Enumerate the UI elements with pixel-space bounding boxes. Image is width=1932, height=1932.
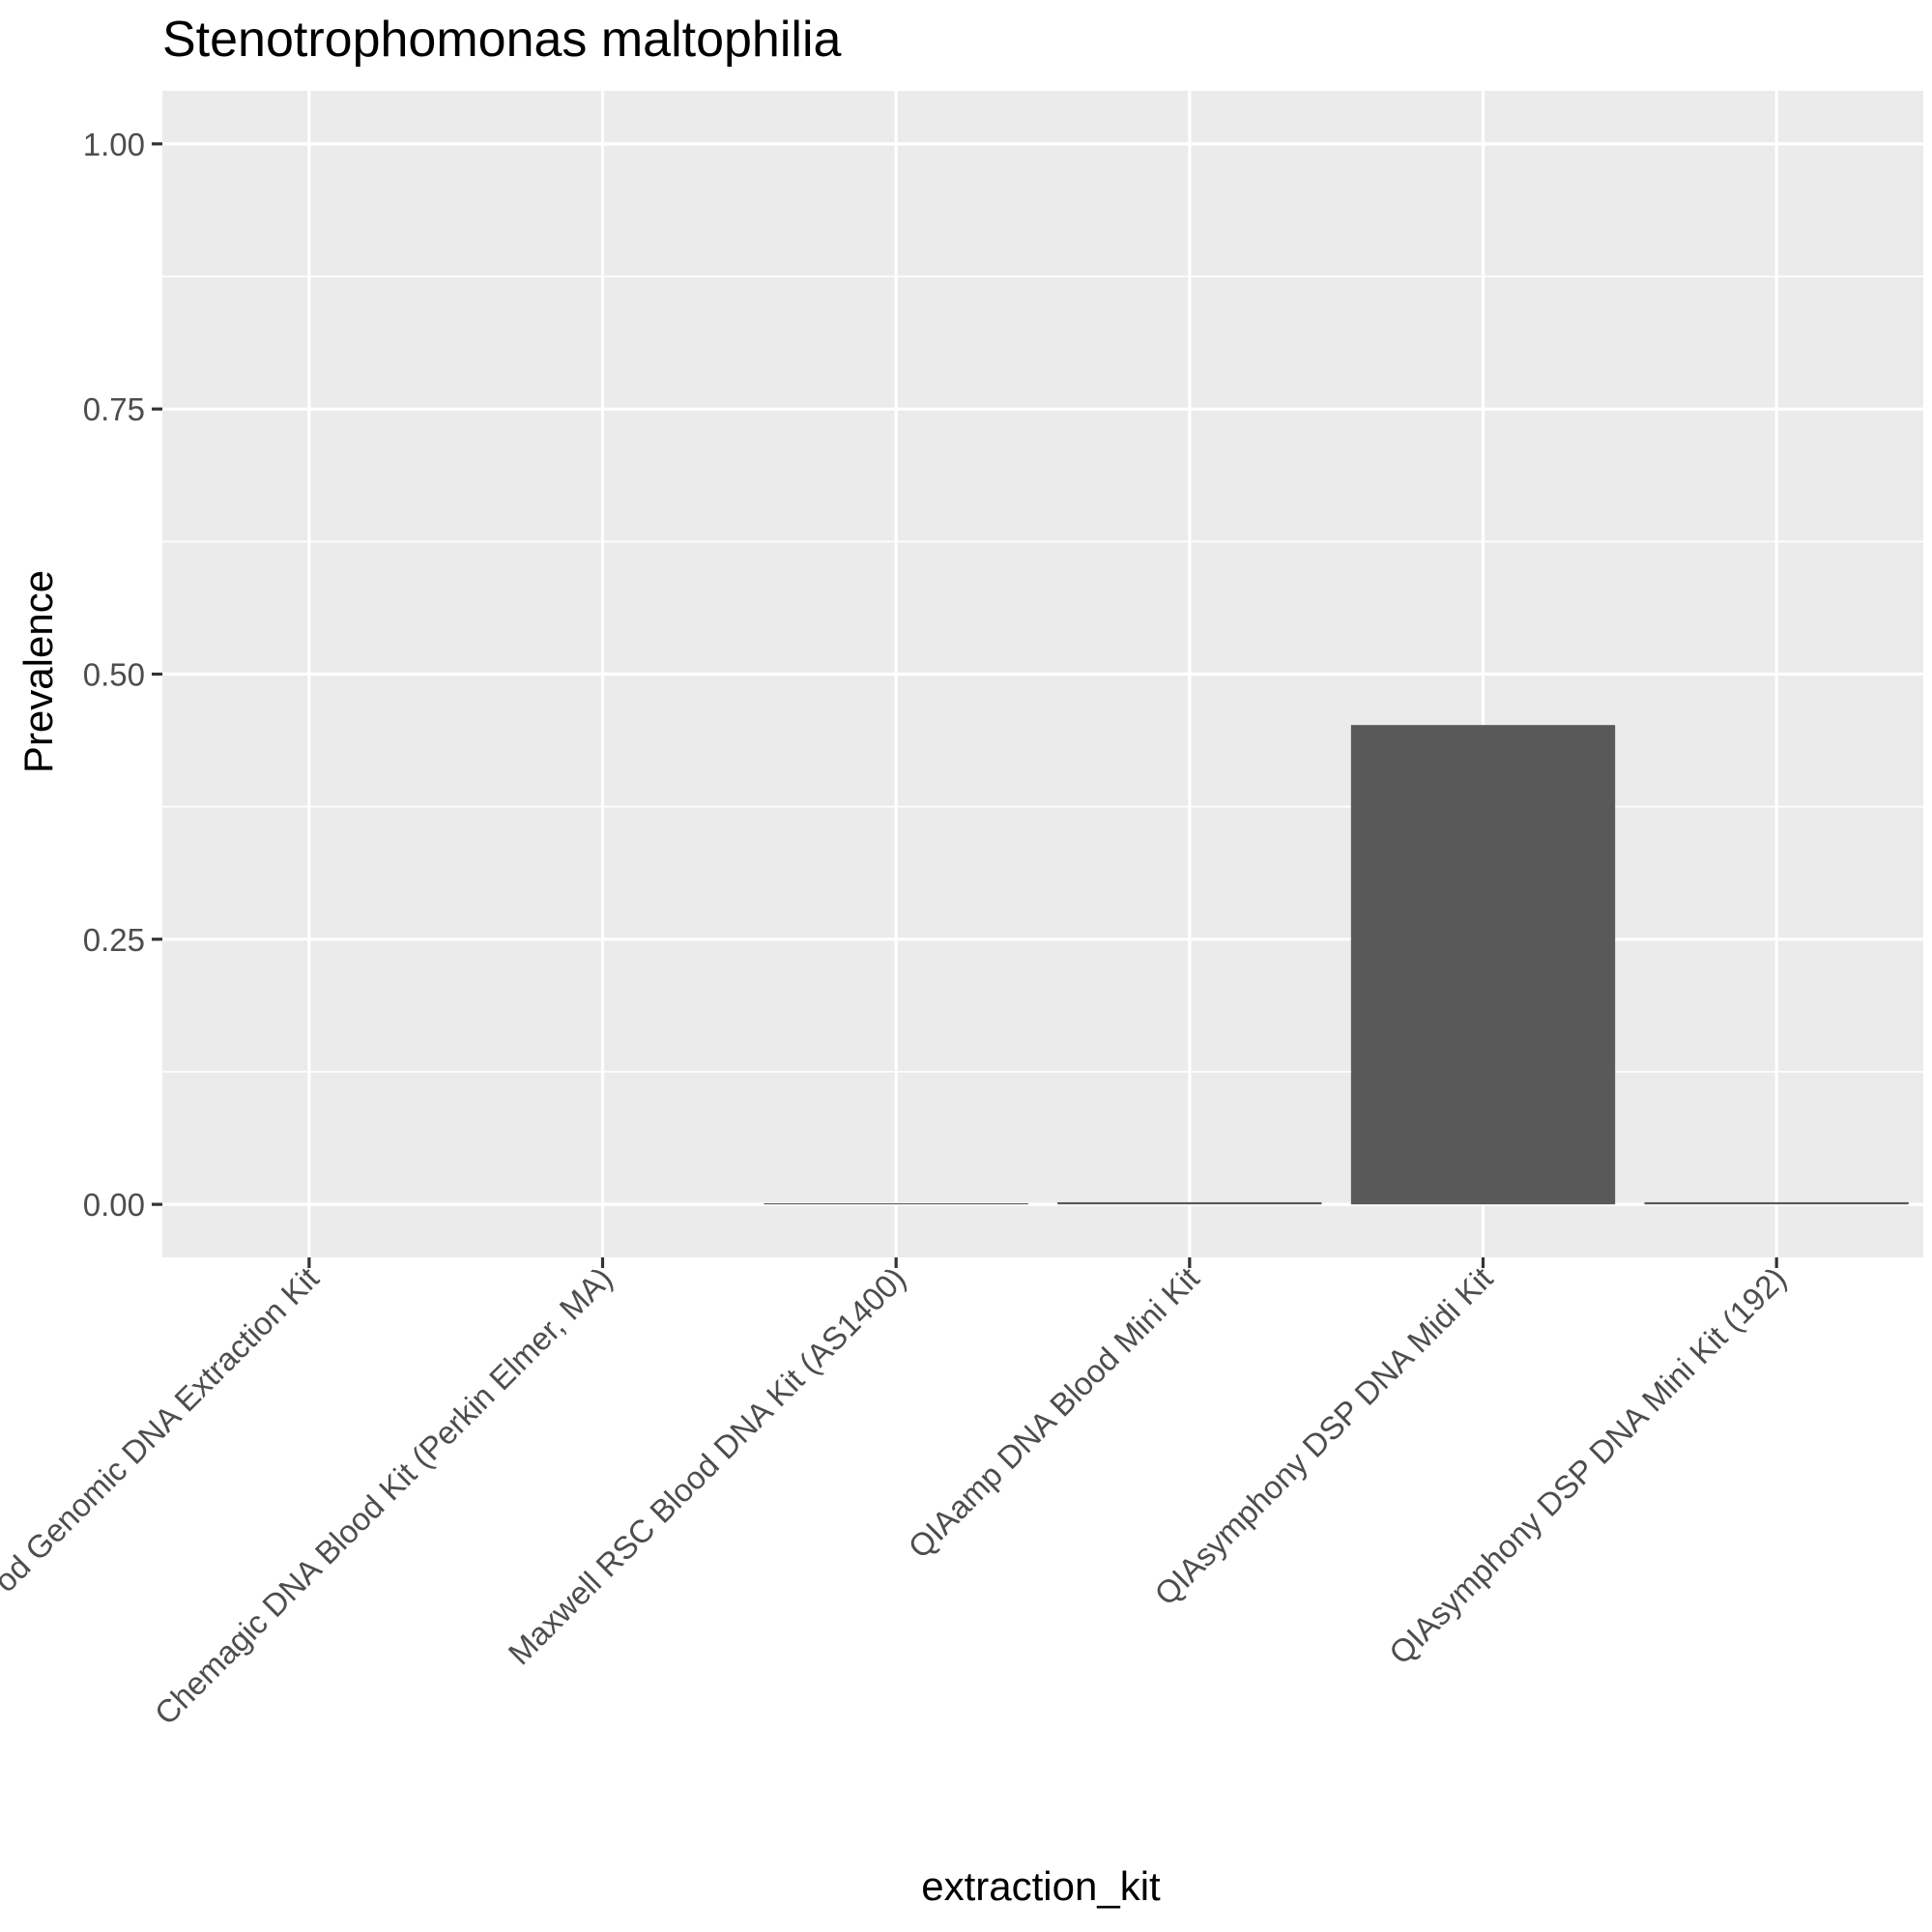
x-axis-title: extraction_kit	[921, 1863, 1161, 1909]
y-axis: 0.00 0.25 0.50 0.75 1.00	[83, 127, 162, 1223]
y-tick-label: 0.75	[83, 391, 145, 427]
x-tick-label: QIAamp DNA Blood Mini Kit	[901, 1260, 1205, 1565]
bar	[764, 1203, 1028, 1205]
x-tick-label: Chemagic DNA Blood Kit (Perkin Elmer, MA…	[148, 1260, 620, 1732]
y-axis-title: Prevalence	[15, 570, 61, 773]
y-tick-label: 1.00	[83, 127, 145, 162]
chart-title: Stenotrophomonas maltophilia	[162, 12, 842, 68]
y-tick-label: 0.00	[83, 1187, 145, 1223]
major-gridlines-x	[307, 91, 1778, 1257]
y-tick-label: 0.25	[83, 922, 145, 958]
x-tick-label: od Genomic DNA Extraction Kit	[0, 1260, 326, 1599]
x-tick-label: QIAsymphony DSP DNA Midi Kit	[1147, 1260, 1499, 1612]
bar	[1644, 1201, 1909, 1205]
major-gridlines-y	[162, 142, 1923, 1206]
y-tick-label: 0.50	[83, 657, 145, 693]
bars	[764, 725, 1909, 1205]
minor-gridlines-y	[162, 275, 1923, 1073]
bar	[1350, 725, 1616, 1205]
bar	[1057, 1201, 1322, 1205]
